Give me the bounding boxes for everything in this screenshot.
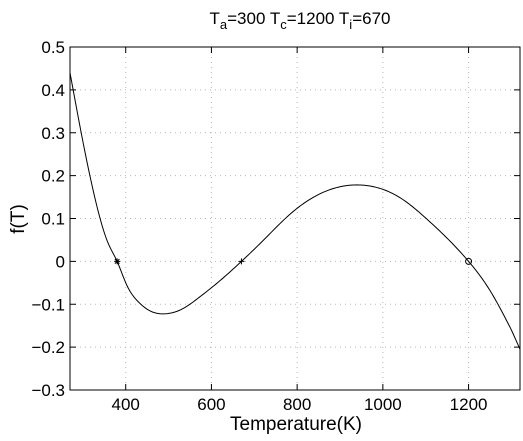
x-axis-label: Temperature(K) <box>230 414 362 435</box>
tick-layer: 400 600 800 1000 1200 −0.3 −0.2 −0.1 0 0.1 0.2 0.3 0… <box>31 38 520 414</box>
circle-marker <box>465 257 473 265</box>
title-value: =300 <box>227 9 265 28</box>
title-subscript: a <box>220 17 228 32</box>
y-tick-label: −0.3 <box>31 381 65 400</box>
title-subscript: i <box>349 17 352 32</box>
y-tick-label: −0.1 <box>31 295 65 314</box>
y-tick-label: 0.2 <box>41 167 65 186</box>
marker-layer <box>114 257 473 265</box>
y-tick-label: 0.1 <box>41 210 65 229</box>
title-symbol: T <box>265 9 280 28</box>
title-value: =1200 <box>287 9 335 28</box>
x-tick-label: 800 <box>283 395 311 414</box>
x-tick-label: 600 <box>197 395 225 414</box>
title-symbol: T <box>334 9 349 28</box>
y-tick-label: 0 <box>56 252 65 271</box>
title-subscript: c <box>280 17 287 32</box>
grid-layer <box>70 47 520 390</box>
chart-title: Ta=300 Tc=1200 Ti=670 <box>210 9 391 32</box>
marker-stroke <box>114 258 120 264</box>
series-layer <box>69 72 521 350</box>
y-tick-label: 0.3 <box>41 124 65 143</box>
y-axis-label: f(T) <box>8 204 29 234</box>
x-tick-label: 1200 <box>450 395 488 414</box>
x-tick-label: 1000 <box>364 395 402 414</box>
asterisk-marker <box>114 258 121 265</box>
y-tick-label: 0.4 <box>41 81 65 100</box>
series-line <box>69 72 521 350</box>
x-tick-label: 400 <box>112 395 140 414</box>
plus-marker <box>238 258 245 265</box>
plot-frame <box>69 46 521 391</box>
title-symbol: T <box>210 9 220 28</box>
y-tick-label: 0.5 <box>41 38 65 57</box>
title-value: =670 <box>352 9 390 28</box>
y-tick-label: −0.2 <box>31 338 65 357</box>
